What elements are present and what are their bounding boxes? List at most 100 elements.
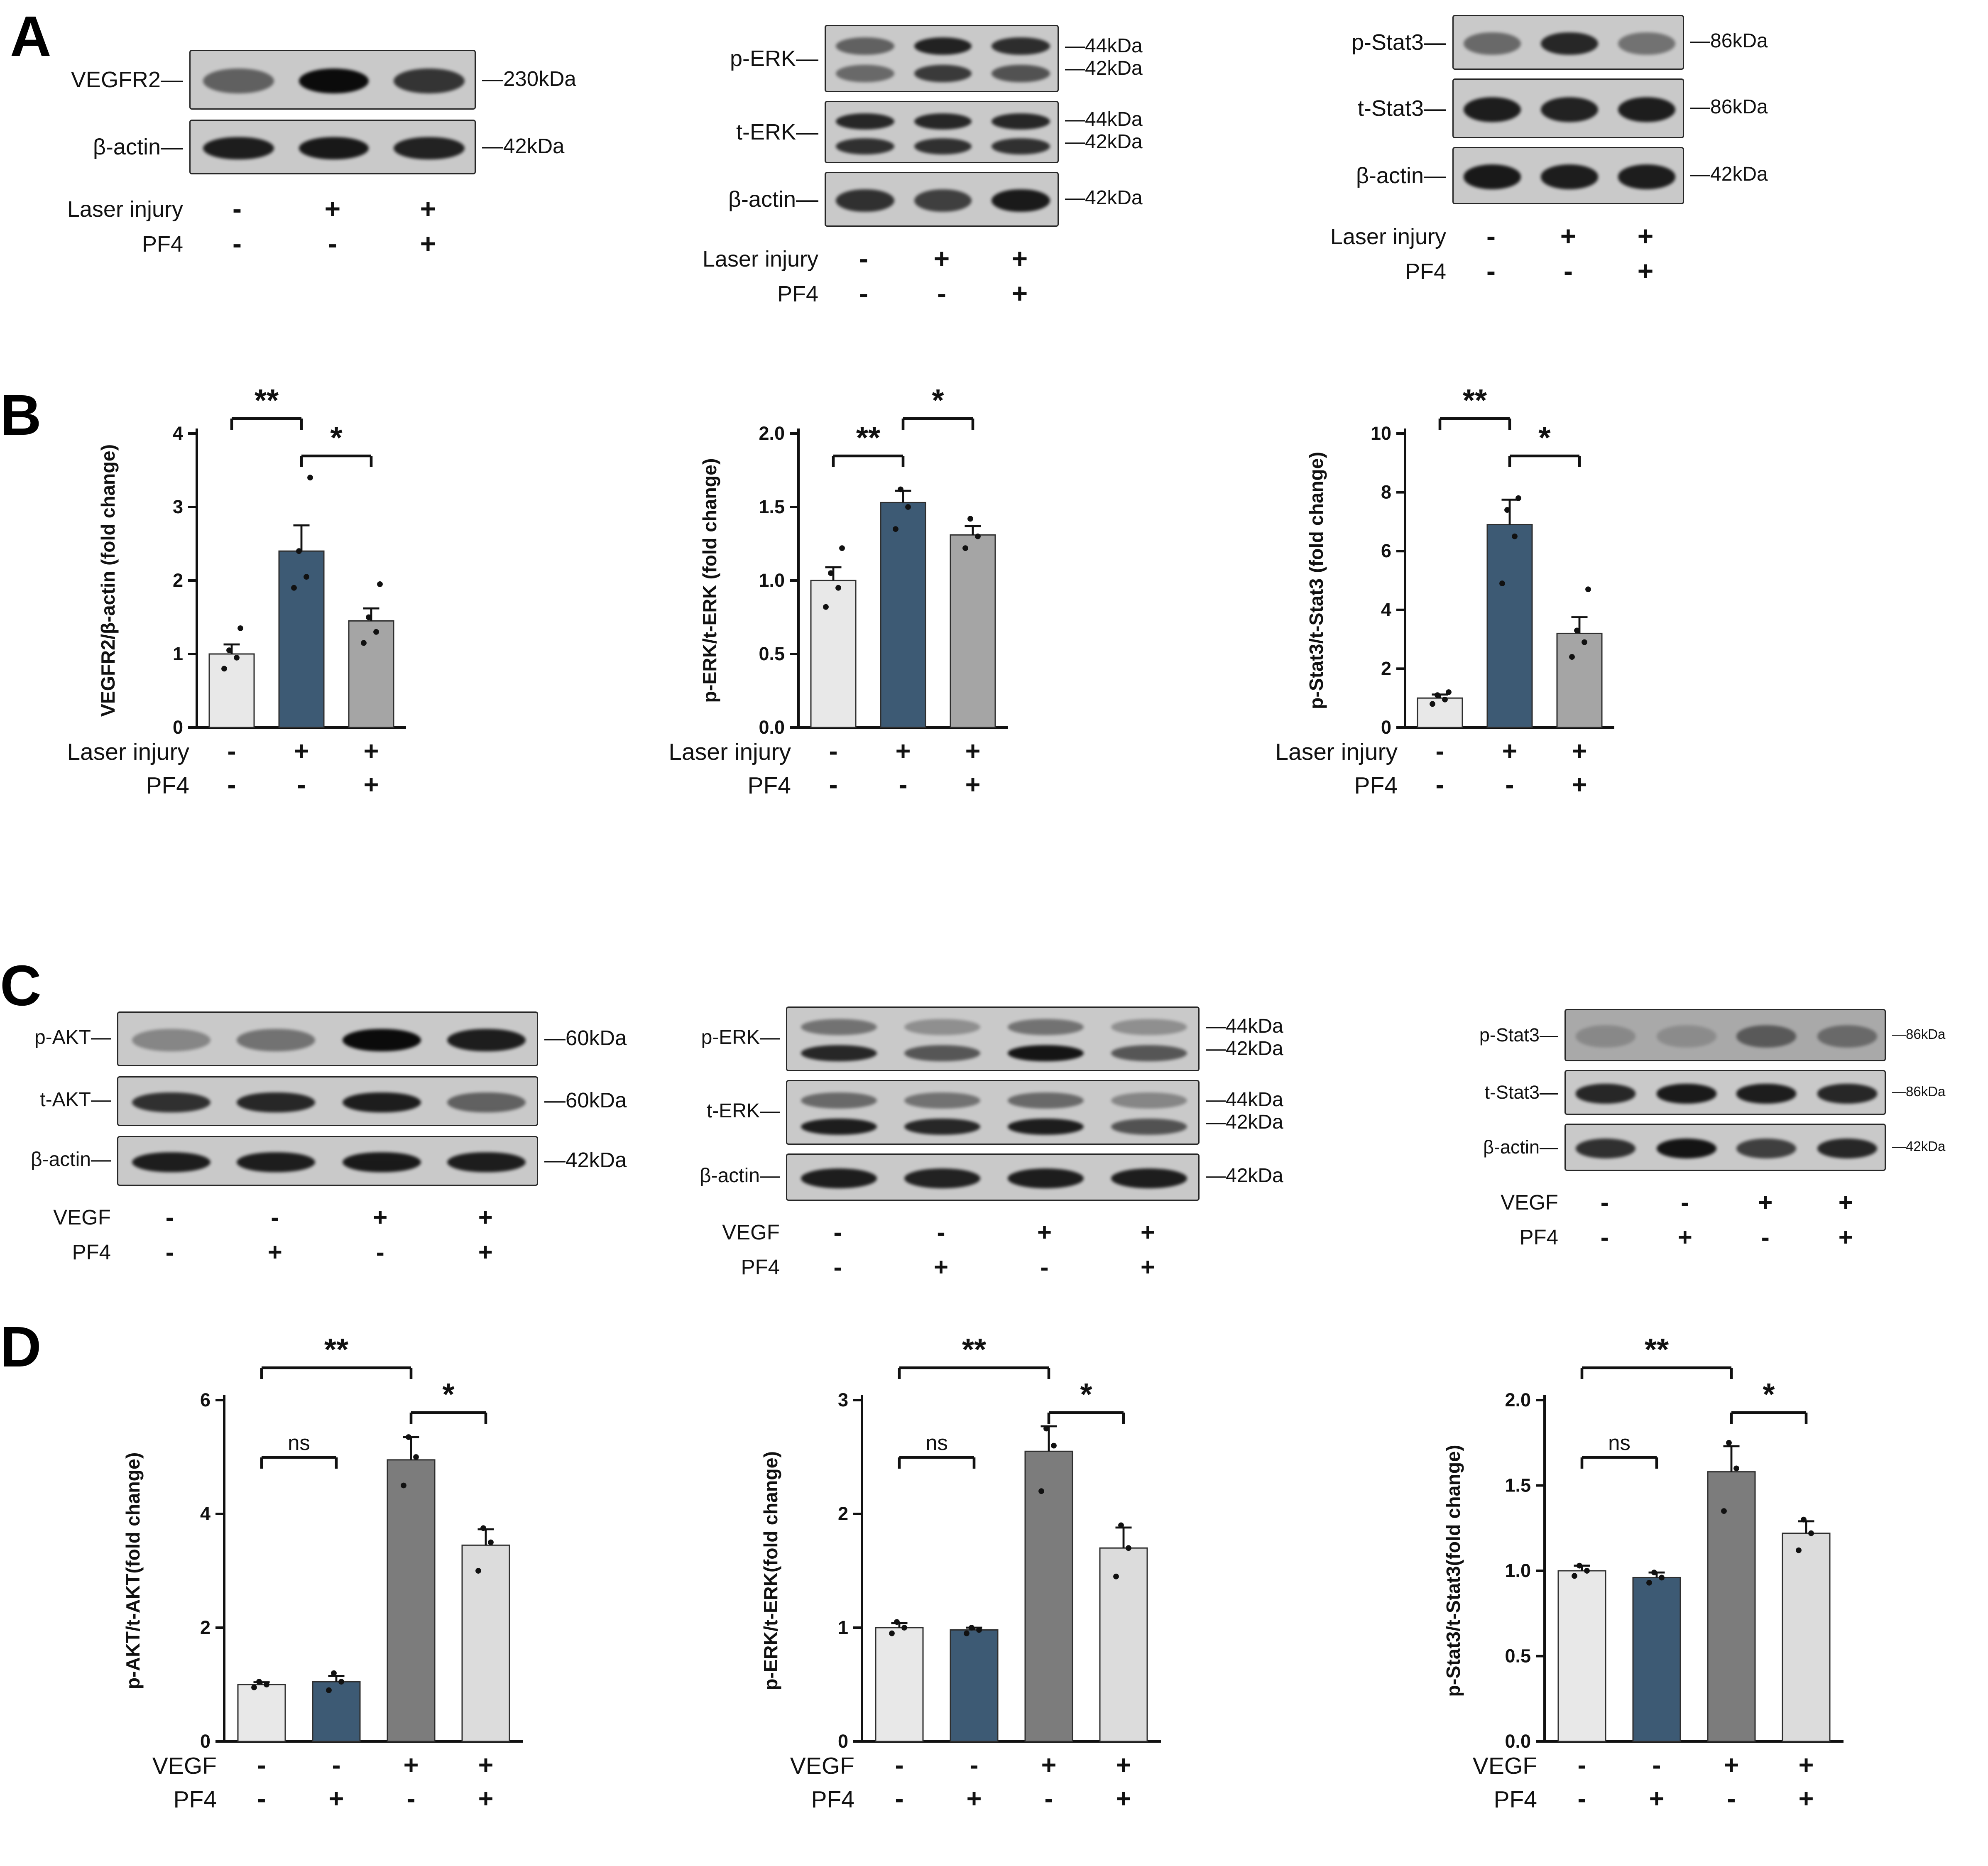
blot-band	[801, 1044, 877, 1062]
condition-symbol: +	[420, 228, 436, 259]
condition-symbol: +	[329, 1784, 344, 1813]
blot-band	[342, 1029, 421, 1052]
condition-symbol: -	[1040, 1254, 1049, 1281]
scatter-dot	[291, 585, 297, 591]
condition-name: PF4	[146, 772, 189, 799]
condition-name: PF4	[72, 1241, 111, 1264]
scatter-dot	[967, 516, 973, 522]
y-tick-label: 0.0	[1505, 1731, 1531, 1752]
condition-symbol: +	[933, 1254, 949, 1281]
blot-band	[914, 137, 972, 154]
blot-band	[1464, 97, 1521, 122]
condition-symbol: -	[829, 737, 838, 766]
blot-box	[1452, 147, 1684, 204]
panel-label-a: A	[10, 4, 51, 69]
blot-row-label: t-AKT—	[40, 1090, 111, 1111]
sig-label: ns	[288, 1431, 310, 1455]
y-axis-label: p-ERK/t-ERK (fold change)	[699, 458, 720, 703]
kda-label: —42kDa	[1690, 164, 1768, 186]
condition-symbol: +	[933, 243, 950, 274]
y-tick-label: 2	[200, 1617, 211, 1638]
y-tick-label: 1.0	[1505, 1560, 1531, 1581]
sig-label: *	[1538, 420, 1551, 455]
scatter-dot	[1733, 1465, 1739, 1472]
scatter-dot	[234, 654, 240, 661]
blot-band	[1007, 1118, 1084, 1135]
condition-symbol: -	[271, 1204, 279, 1232]
blot-band	[298, 68, 370, 94]
y-tick-label: 3	[838, 1389, 848, 1411]
condition-symbol: +	[1637, 220, 1654, 252]
condition-rows: VEGF - - + + PF4 - + - +	[17, 1201, 653, 1271]
sig-label: ns	[925, 1431, 948, 1455]
blot-band	[992, 64, 1050, 82]
condition-symbol: -	[1600, 1224, 1609, 1251]
blot-row-label: VEGFR2—	[71, 66, 183, 92]
blot-box	[825, 172, 1059, 227]
kda-label: —60kDa	[544, 1027, 627, 1051]
scatter-dot	[296, 548, 302, 554]
blot-band	[394, 68, 465, 94]
scatter-dot	[835, 585, 841, 591]
scatter-dot	[406, 1434, 411, 1440]
blot-band	[1111, 1092, 1187, 1109]
y-tick-label: 4	[200, 1503, 211, 1524]
kda-label: —44kDa —42kDa	[1206, 1090, 1283, 1134]
y-tick-label: 0.0	[759, 717, 785, 738]
sig-label: **	[1463, 383, 1487, 418]
blot-row-label: t-ERK—	[706, 1101, 780, 1122]
condition-symbol: -	[232, 193, 242, 224]
condition-symbol: +	[896, 737, 911, 766]
condition-symbol: +	[478, 1204, 493, 1232]
condition-symbol: +	[420, 193, 436, 224]
condition-symbol: +	[1677, 1224, 1692, 1251]
condition-name: Laser injury	[67, 196, 183, 221]
scatter-dot	[1584, 1568, 1590, 1574]
condition-symbol: +	[324, 193, 341, 224]
scatter-dot	[1569, 654, 1575, 660]
condition-symbol: +	[965, 770, 981, 799]
y-tick-label: 2	[173, 570, 183, 591]
condition-symbol: -	[257, 1784, 266, 1813]
sig-label: *	[1080, 1377, 1092, 1412]
blot-band	[904, 1118, 981, 1135]
condition-symbol: +	[1649, 1784, 1665, 1813]
bar	[1782, 1533, 1831, 1742]
condition-symbol: +	[1572, 737, 1587, 766]
condition-name: VEGF	[152, 1753, 217, 1779]
sig-label: **	[1645, 1332, 1669, 1367]
condition-symbol: -	[376, 1239, 384, 1266]
scatter-dot	[898, 486, 903, 492]
blot-group-erk-laser: p-ERK— —44kDa —42kDa t-ERK— —44kDa —42kDa β-ac…	[688, 25, 1173, 311]
condition-symbol: +	[1758, 1189, 1773, 1217]
sig-label: **	[324, 1332, 349, 1367]
blot-band	[132, 1151, 210, 1173]
condition-symbol: +	[1037, 1219, 1052, 1246]
condition-name: Laser injury	[1275, 739, 1398, 765]
condition-symbol: +	[965, 737, 981, 766]
condition-symbol: -	[1653, 1751, 1661, 1780]
condition-symbol: -	[895, 1751, 904, 1780]
scatter-dot	[1646, 1579, 1652, 1586]
condition-symbol: -	[1600, 1189, 1609, 1217]
blot-box	[786, 1006, 1200, 1071]
sig-label: ns	[1608, 1431, 1631, 1455]
blot-row-label: p-AKT—	[34, 1028, 111, 1049]
blot-band	[801, 1168, 877, 1188]
scatter-dot	[256, 1679, 262, 1685]
bar	[1707, 1471, 1756, 1742]
blot-band	[1111, 1118, 1187, 1135]
blot-band	[801, 1019, 877, 1036]
condition-name: VEGF	[1473, 1753, 1537, 1779]
blot-row-label: β-actin—	[728, 186, 818, 211]
y-tick-label: 2.0	[1505, 1389, 1531, 1411]
scatter-dot	[823, 604, 829, 610]
bar	[1417, 697, 1463, 728]
y-tick-label: 1.0	[759, 570, 785, 591]
scatter-dot	[251, 1684, 257, 1690]
scatter-dot	[1582, 639, 1587, 645]
blot-band	[992, 189, 1050, 212]
panel-label-c: C	[0, 953, 42, 1018]
